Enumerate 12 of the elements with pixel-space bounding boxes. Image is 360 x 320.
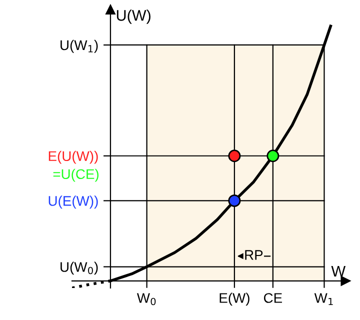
y-tick-label: U(W$_{1}$) — [60, 40, 98, 53]
y-tick-label: U(W$_{0}$) — [60, 262, 98, 275]
y-tick-label: E(U(W)) — [48, 150, 98, 164]
y-tick-label: U(E(W)) — [48, 196, 98, 209]
x-tick-label: W$_{1}$ — [314, 293, 333, 306]
annotation: =U(CE) — [53, 168, 98, 182]
x-tick-label: W$_{0}$ — [136, 293, 156, 306]
annotation: RP — [245, 250, 263, 260]
x-tick-label: CE — [264, 293, 282, 303]
y-axis-title: U(W) — [116, 10, 150, 24]
x-tick-label: E(W) — [220, 292, 250, 306]
x-axis-title: W — [331, 266, 346, 276]
